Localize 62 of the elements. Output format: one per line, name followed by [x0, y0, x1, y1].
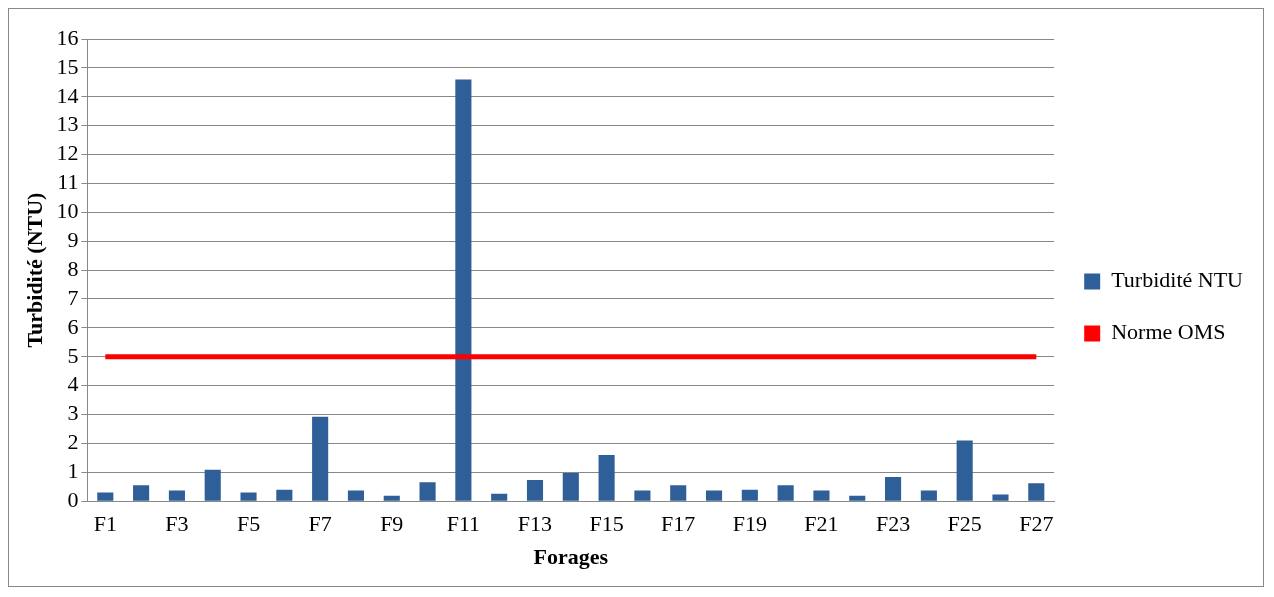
y-tick-label: 4	[67, 371, 79, 397]
bar	[455, 79, 472, 501]
y-tick-label: 13	[56, 111, 79, 137]
y-tick-label: 9	[67, 226, 79, 252]
bar	[526, 480, 544, 501]
y-axis-title: Turbidité (NTU)	[21, 192, 47, 348]
bar	[705, 490, 723, 501]
bar	[562, 472, 579, 501]
x-tick-label: F5	[236, 511, 261, 537]
x-tick-label: F3	[165, 511, 189, 537]
bar	[168, 490, 185, 501]
bar	[992, 494, 1009, 501]
bar	[670, 485, 687, 501]
legend-label: Turbidité NTU	[1111, 267, 1244, 293]
x-tick-label: F1	[93, 511, 117, 537]
bar	[885, 476, 902, 501]
bar	[598, 454, 615, 501]
x-tick-label: F11	[446, 511, 481, 537]
bar	[777, 485, 794, 501]
y-tick-label: 3	[67, 400, 79, 426]
y-tick-label: 14	[56, 82, 79, 108]
bar	[240, 492, 257, 501]
y-tick-label: 15	[56, 53, 79, 79]
bar	[849, 495, 866, 501]
bar	[956, 440, 973, 501]
bar	[133, 485, 150, 501]
bar	[276, 489, 293, 501]
y-tick-label: 8	[67, 255, 79, 281]
bar	[97, 492, 114, 501]
bar	[347, 490, 365, 501]
bar	[920, 490, 937, 501]
x-tick-label: F27	[1019, 511, 1054, 537]
legend-label: Norme OMS	[1111, 319, 1226, 345]
bar	[383, 495, 400, 501]
x-tick-label: F15	[589, 511, 624, 537]
y-tick-label: 1	[67, 458, 79, 484]
bar	[419, 482, 436, 501]
bar	[204, 469, 221, 501]
x-axis-title: Forages	[533, 544, 609, 570]
bar	[491, 493, 508, 501]
y-tick-label: 7	[67, 284, 79, 310]
y-tick-label: 0	[67, 486, 79, 512]
bar	[634, 490, 651, 501]
x-tick-label: F25	[947, 511, 982, 537]
x-tick-label: F21	[804, 511, 839, 537]
bar	[312, 416, 329, 501]
y-tick-label: 11	[57, 169, 79, 195]
y-tick-label: 6	[67, 313, 79, 339]
y-tick-label: 16	[56, 24, 79, 50]
x-tick-label: F23	[875, 511, 911, 537]
y-tick-label: 10	[56, 198, 79, 224]
bar	[813, 490, 830, 501]
x-tick-label: F13	[517, 511, 553, 537]
x-tick-label: F19	[732, 511, 767, 537]
x-tick-label: F9	[380, 511, 404, 537]
y-tick-label: 2	[67, 429, 79, 455]
bar	[741, 489, 758, 501]
x-tick-label: F17	[661, 511, 696, 537]
y-tick-label: 12	[56, 140, 79, 166]
x-tick-label: F7	[308, 511, 332, 537]
y-tick-label: 5	[67, 342, 79, 368]
bar	[1028, 483, 1045, 501]
